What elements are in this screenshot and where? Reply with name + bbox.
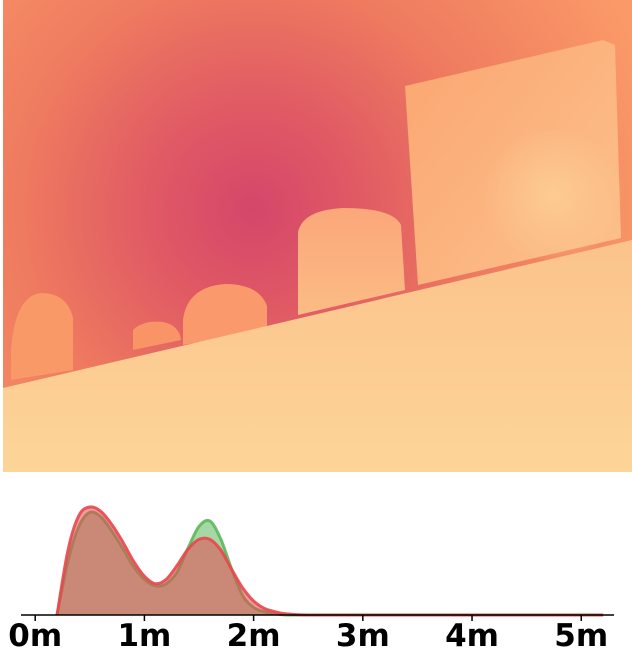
plot-area (55, 505, 604, 617)
x-tick-label: 4m (445, 618, 499, 654)
x-tick-label: 0m (8, 618, 62, 654)
depth-floor (3, 240, 632, 472)
depth-distribution-chart: 0m 1m 2m 3m 4m 5m (8, 505, 614, 654)
depth-chair-far (133, 321, 181, 350)
x-axis-ticks: 0m 1m 2m 3m 4m 5m (8, 615, 608, 654)
x-tick-label: 3m (336, 618, 390, 654)
x-tick-label: 5m (554, 618, 608, 654)
series-2-line (55, 505, 604, 617)
depth-wall-highlight (483, 130, 623, 260)
depth-chair-middle (183, 284, 267, 345)
depth-chair-right (298, 208, 405, 315)
x-tick-label: 2m (227, 618, 281, 654)
series-2-area (57, 506, 604, 615)
x-tick-label: 1m (117, 618, 171, 654)
depth-chair-left (11, 293, 73, 380)
depth-map-image (3, 0, 632, 472)
